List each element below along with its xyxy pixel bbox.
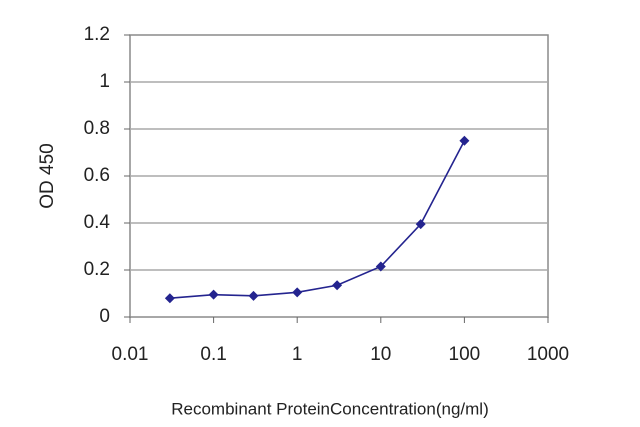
data-point	[415, 219, 426, 230]
x-tick-label: 1	[292, 344, 303, 365]
data-point	[375, 261, 386, 272]
x-tick-label: 10	[370, 344, 391, 365]
data-point	[459, 135, 470, 146]
data-point	[292, 287, 303, 298]
data-point	[164, 293, 175, 304]
x-tick-label: 0.1	[200, 344, 226, 365]
x-tick-label: 100	[449, 344, 481, 365]
y-tick-label: 0	[99, 306, 110, 327]
y-tick-label: 1.2	[84, 24, 110, 45]
x-tick-label: 0.01	[112, 344, 149, 365]
y-tick-label: 0.6	[84, 165, 110, 186]
y-tick-label: 1	[99, 71, 110, 92]
y-axis-label: OD 450	[37, 143, 58, 208]
data-point	[208, 289, 219, 300]
data-point	[332, 280, 343, 291]
data-point	[248, 290, 259, 301]
y-tick-label: 0.2	[84, 259, 110, 280]
x-axis-label: Recombinant ProteinConcentration(ng/ml)	[171, 399, 489, 418]
x-tick-label: 1000	[527, 344, 569, 365]
y-tick-label: 0.4	[84, 212, 111, 233]
series-line	[169, 140, 466, 299]
y-tick-label: 0.8	[84, 118, 110, 139]
